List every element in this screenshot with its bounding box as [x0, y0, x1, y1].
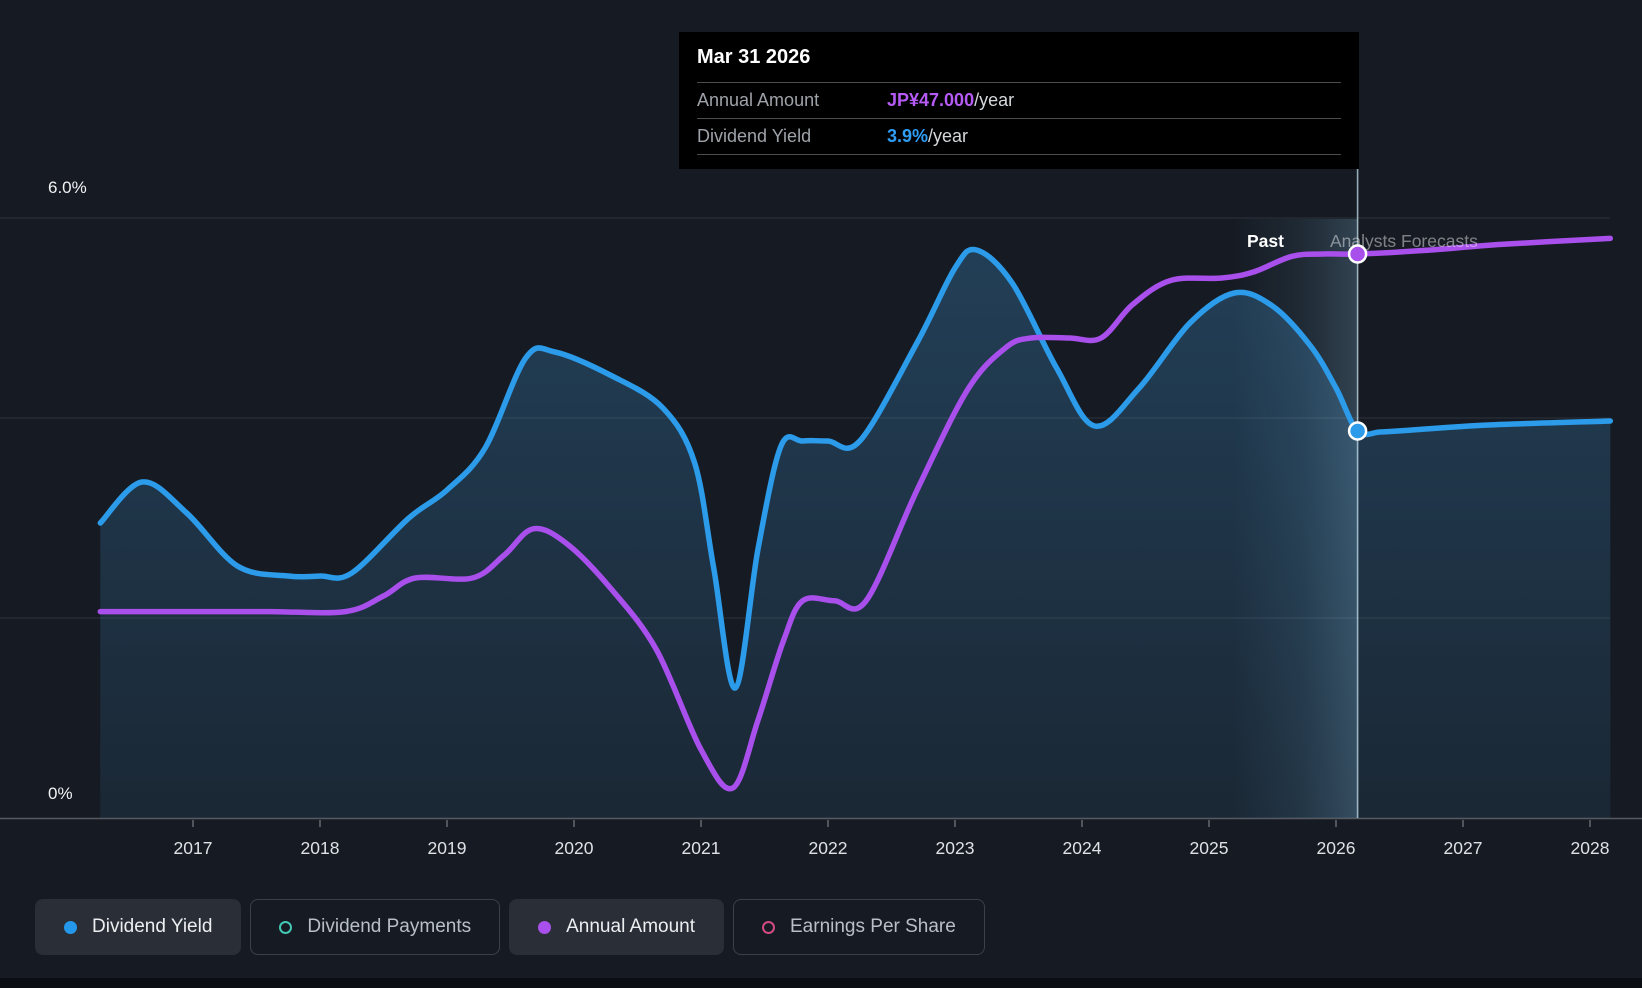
x-axis-label-2026: 2026 — [1316, 838, 1356, 858]
footer-strip — [0, 978, 1642, 988]
tooltip-row-label: Annual Amount — [697, 90, 820, 110]
past-label: Past — [1247, 231, 1284, 251]
legend-item-dividend-payments[interactable]: Dividend Payments — [250, 899, 501, 955]
annual-amount-line — [97, 235, 1614, 792]
tooltip-row-dividend-yield: Dividend Yield 3.9%/year — [697, 119, 1341, 155]
y-axis-label-top: 6.0% — [48, 178, 87, 197]
yield-area-fill — [100, 249, 1611, 818]
marker-dividend-yield[interactable] — [1347, 421, 1368, 441]
legend-item-earnings-per-share[interactable]: Earnings Per Share — [733, 899, 985, 955]
analysts-forecasts-label: Analysts Forecasts — [1330, 231, 1478, 251]
legend-marker-icon — [64, 920, 77, 934]
x-axis-label-2018: 2018 — [300, 838, 340, 858]
marker-annual-amount[interactable] — [1347, 244, 1368, 264]
highlight-band — [1233, 219, 1358, 818]
chart-legend: Dividend Yield Dividend Payments Annual Am… — [35, 899, 985, 955]
tooltip-date: Mar 31 2026 — [697, 32, 1341, 83]
x-axis-label-2028: 2028 — [1570, 838, 1610, 858]
legend-item-dividend-yield[interactable]: Dividend Yield — [35, 899, 242, 955]
x-axis-label-2019: 2019 — [427, 838, 467, 858]
x-axis-label-2017: 2017 — [173, 838, 213, 858]
legend-marker-icon — [538, 920, 552, 934]
tooltip-row-value: 3.9% — [887, 126, 929, 146]
legend-item-label: Earnings Per Share — [790, 916, 956, 937]
chart-tooltip: Mar 31 2026 Annual Amount JP¥47.000/year D… — [679, 32, 1359, 169]
x-axis-label-2022: 2022 — [808, 838, 848, 858]
legend-item-label: Dividend Payments — [307, 916, 472, 937]
legend-marker-icon — [762, 920, 775, 934]
tooltip-row-value: JP¥47.000 — [887, 90, 975, 110]
tooltip-row-annual-amount: Annual Amount JP¥47.000/year — [697, 83, 1341, 119]
x-axis-label-2021: 2021 — [681, 838, 721, 858]
tooltip-row-label: Dividend Yield — [697, 126, 812, 146]
x-axis-label-2023: 2023 — [935, 838, 975, 858]
x-axis-label-2027: 2027 — [1443, 838, 1483, 858]
x-axis-label-2025: 2025 — [1189, 838, 1229, 858]
legend-item-label: Annual Amount — [566, 916, 695, 937]
legend-item-label: Dividend Yield — [92, 916, 213, 937]
tooltip-row-suffix: /year — [974, 90, 1015, 110]
x-axis-label-2020: 2020 — [554, 838, 594, 858]
tooltip-row-suffix: /year — [928, 126, 969, 146]
y-axis-label-bottom: 0% — [48, 784, 73, 803]
dividend-yield-line — [97, 246, 1614, 691]
legend-marker-icon — [279, 920, 293, 934]
legend-item-annual-amount[interactable]: Annual Amount — [509, 899, 724, 955]
x-axis-label-2024: 2024 — [1062, 838, 1102, 858]
